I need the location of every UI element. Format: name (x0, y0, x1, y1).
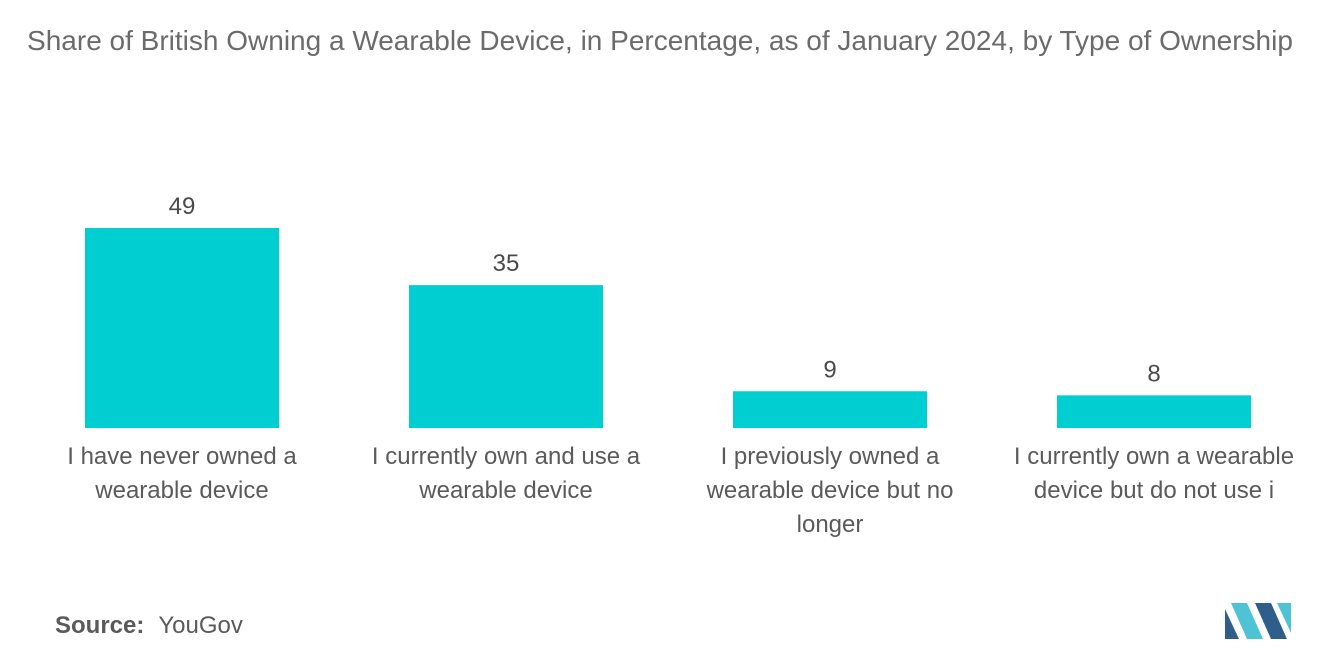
chart-title: Share of British Owning a Wearable Devic… (27, 25, 1293, 56)
brand-logo-icon (1225, 603, 1291, 639)
value-label-1: 49 (169, 193, 196, 220)
value-labels-group: 49 35 9 8 (169, 193, 1161, 387)
category-label-4: I currently own a wearable device but do … (1014, 443, 1294, 504)
bar-2 (409, 285, 603, 428)
bars-group (85, 228, 1251, 428)
value-label-3: 9 (823, 356, 836, 383)
category-label-2: I currently own and use a wearable device (372, 443, 641, 504)
source-label: Source: (55, 612, 145, 639)
category-label-1: I have never owned a wearable device (67, 443, 297, 504)
value-label-4: 8 (1147, 360, 1160, 387)
bar-4 (1057, 395, 1251, 428)
category-label-3: I previously owned a wearable device but … (706, 443, 954, 538)
source-note: Source: YouGov (55, 612, 243, 640)
value-label-2: 35 (493, 250, 520, 277)
bar-chart: 49 35 9 8 I have never owned a wearable devi… (67, 193, 1294, 538)
category-labels-group: I have never owned a wearable device I cur… (67, 443, 1294, 538)
source-value: YouGov (158, 612, 243, 639)
bar-1 (85, 228, 279, 428)
bar-3 (733, 391, 927, 428)
